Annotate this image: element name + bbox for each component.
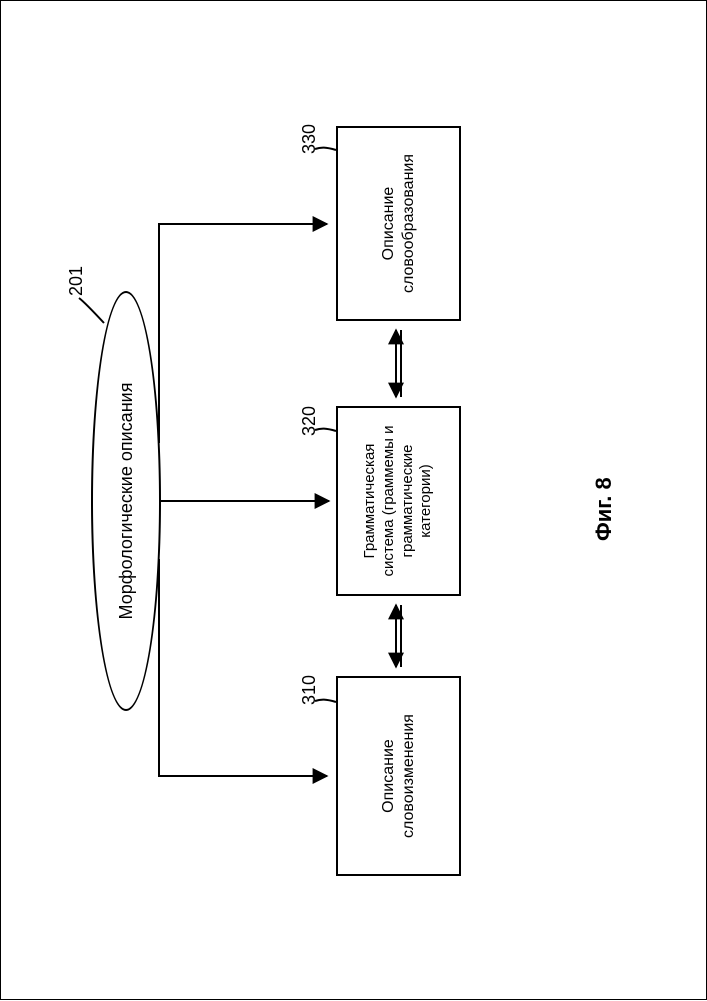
box-grammar-label: Грамматическаясистема (граммемы играммат… xyxy=(361,426,436,577)
root-ellipse-label: Морфологические описания xyxy=(91,291,161,711)
figure-caption: Фиг. 8 xyxy=(591,477,617,541)
box-inflection-id: 310 xyxy=(299,675,320,705)
page: Морфологические описания 201 Описаниесло… xyxy=(0,0,707,1000)
box-wordformation-id: 330 xyxy=(299,124,320,154)
box-wordformation-label: Описаниесловообразования xyxy=(379,154,419,293)
box-wordformation: Описаниесловообразования xyxy=(336,126,461,321)
box-grammar-id: 320 xyxy=(299,406,320,436)
root-ellipse: Морфологические описания xyxy=(91,291,161,711)
root-id: 201 xyxy=(66,266,87,296)
box-grammar: Грамматическаясистема (граммемы играммат… xyxy=(336,406,461,596)
box-inflection: Описаниесловоизменения xyxy=(336,676,461,876)
box-inflection-label: Описаниесловоизменения xyxy=(379,714,419,838)
diagram-canvas: Морфологические описания 201 Описаниесло… xyxy=(1,1,707,1001)
